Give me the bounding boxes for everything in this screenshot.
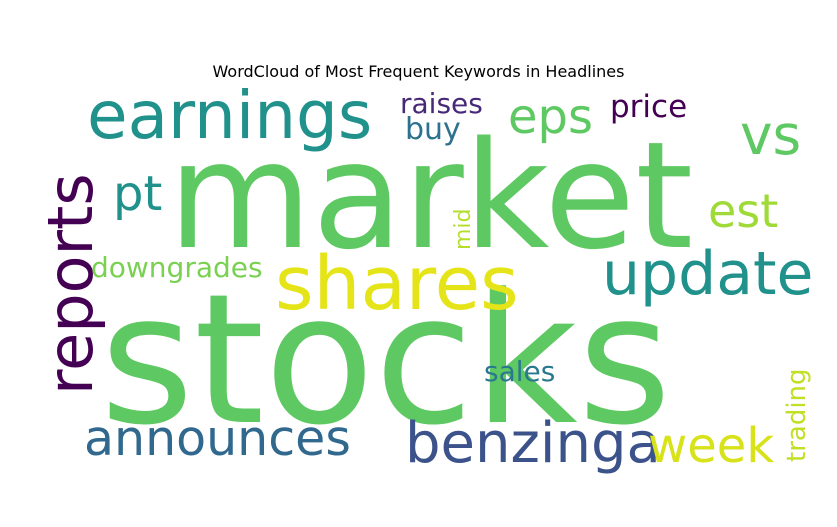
word-benzinga: benzinga (405, 411, 661, 476)
word-announces: announces (84, 410, 351, 467)
word-est: est (708, 184, 778, 238)
word-price: price (610, 89, 687, 125)
word-stocks: stocks (100, 256, 671, 465)
word-downgrades: downgrades (91, 251, 263, 284)
word-sales: sales (484, 355, 555, 388)
word-mid: mid (451, 208, 476, 250)
word-raises: raises (400, 87, 483, 120)
word-week: week (648, 418, 774, 474)
word-earnings: earnings (87, 77, 372, 154)
word-trading: trading (782, 368, 812, 462)
word-reports: reports (34, 173, 107, 395)
word-pt: pt (113, 166, 162, 222)
word-market: market (168, 110, 693, 282)
word-shares: shares (275, 241, 519, 327)
word-buy: buy (405, 112, 461, 147)
word-update: update (602, 239, 813, 309)
word-eps: eps (508, 89, 593, 145)
chart-title: WordCloud of Most Frequent Keywords in H… (212, 62, 625, 81)
word-vs: vs (740, 103, 801, 167)
